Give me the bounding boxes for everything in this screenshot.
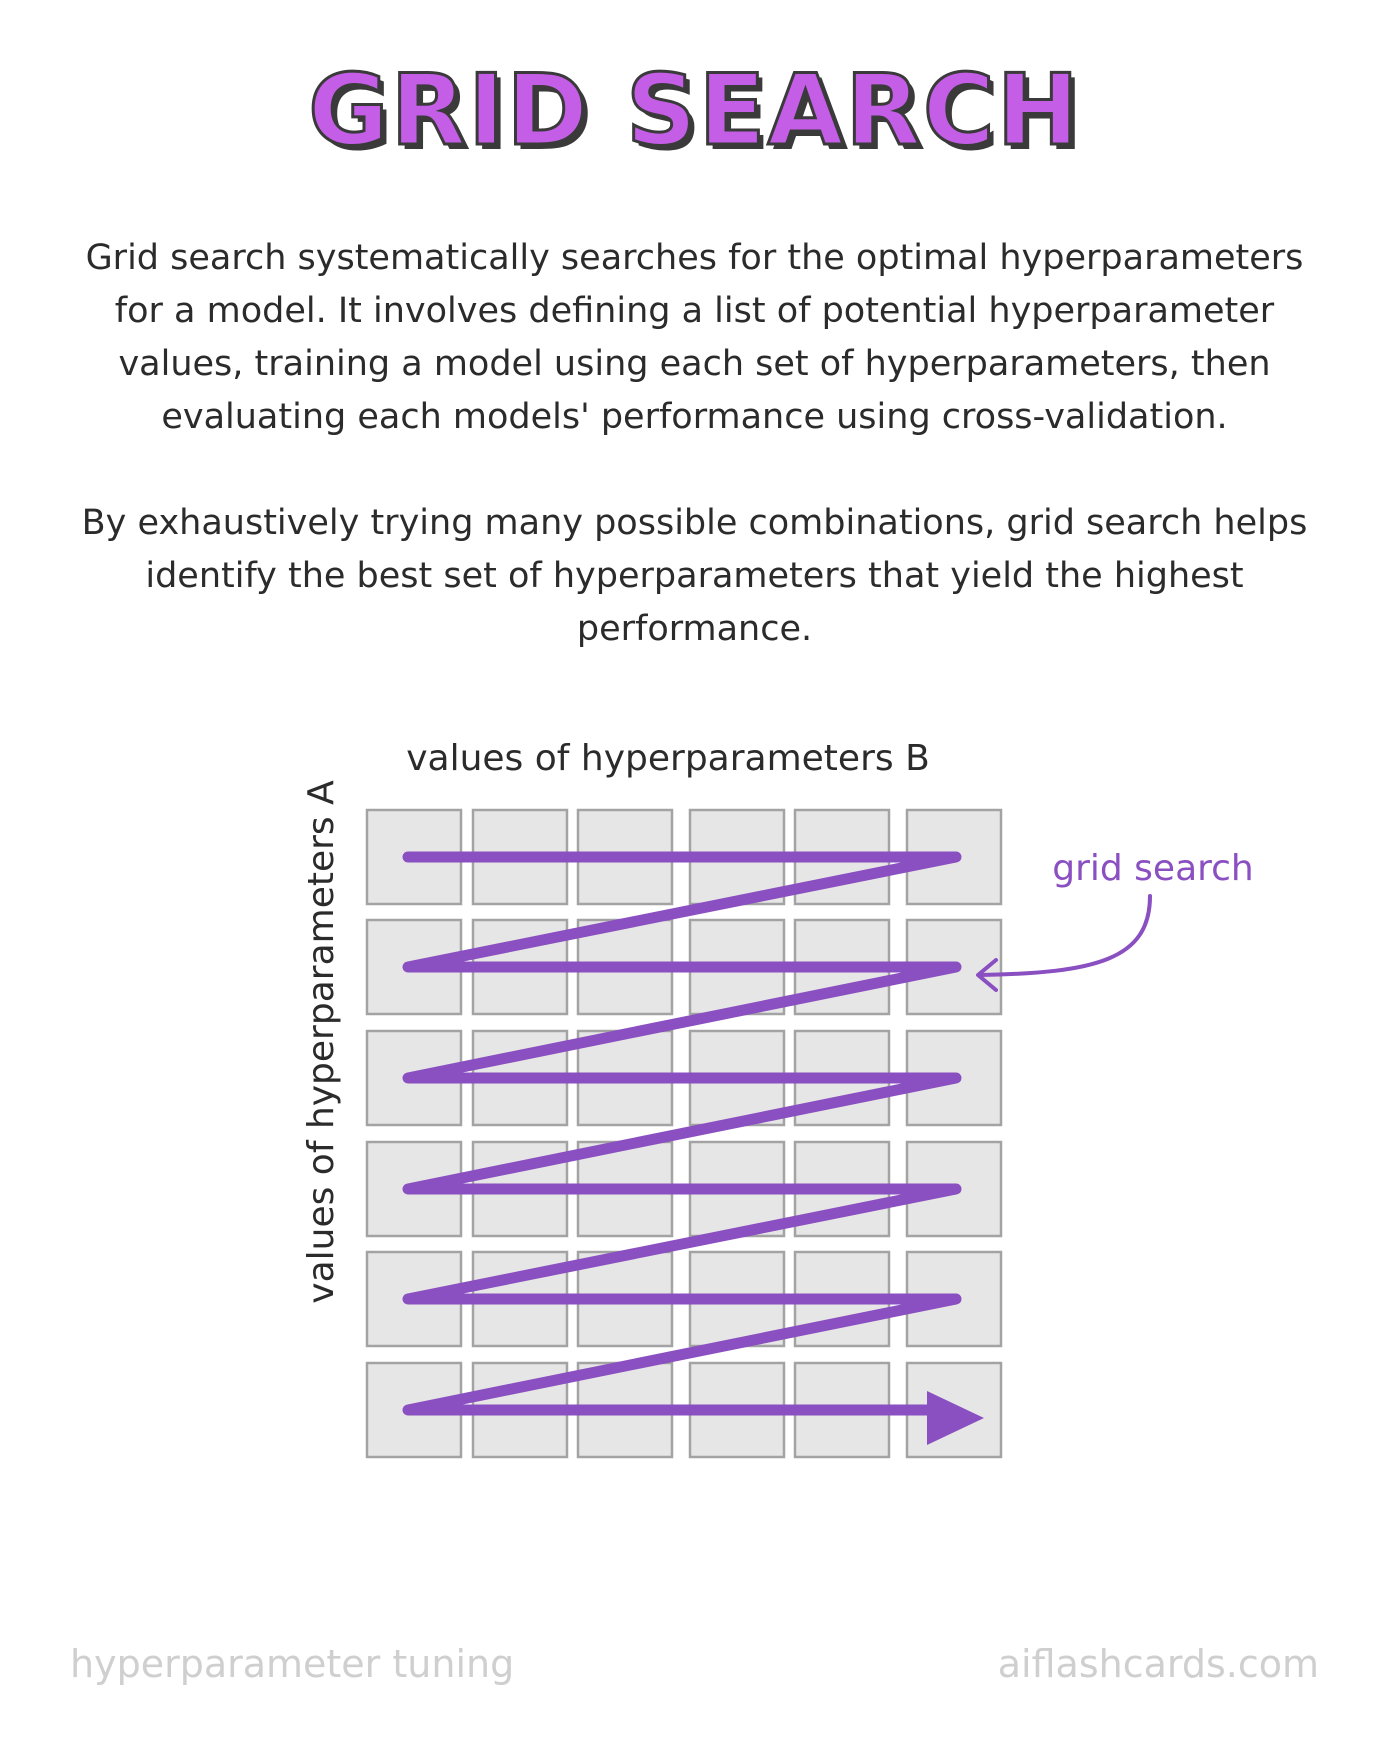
y-axis-label: values of hyperparameters A: [301, 780, 342, 1304]
benefit-paragraph: By exhaustively trying many possible com…: [81, 503, 1308, 649]
annotation-curve: [978, 894, 1152, 977]
footer-site-link[interactable]: aiflashcards.com: [997, 1642, 1319, 1686]
intro-paragraph: Grid search systematically searches for …: [85, 238, 1304, 437]
x-axis-label: values of hyperparameters B: [406, 738, 930, 779]
arrow-head-icon: [927, 1391, 984, 1445]
grid-search-path: [402, 851, 962, 1416]
grid-search-annotation: grid search: [1052, 848, 1254, 889]
page-title: GRID SEARCH: [307, 54, 1081, 168]
footer-topic: hyperparameter tuning: [70, 1642, 515, 1686]
arrow-left-icon: [976, 958, 998, 992]
